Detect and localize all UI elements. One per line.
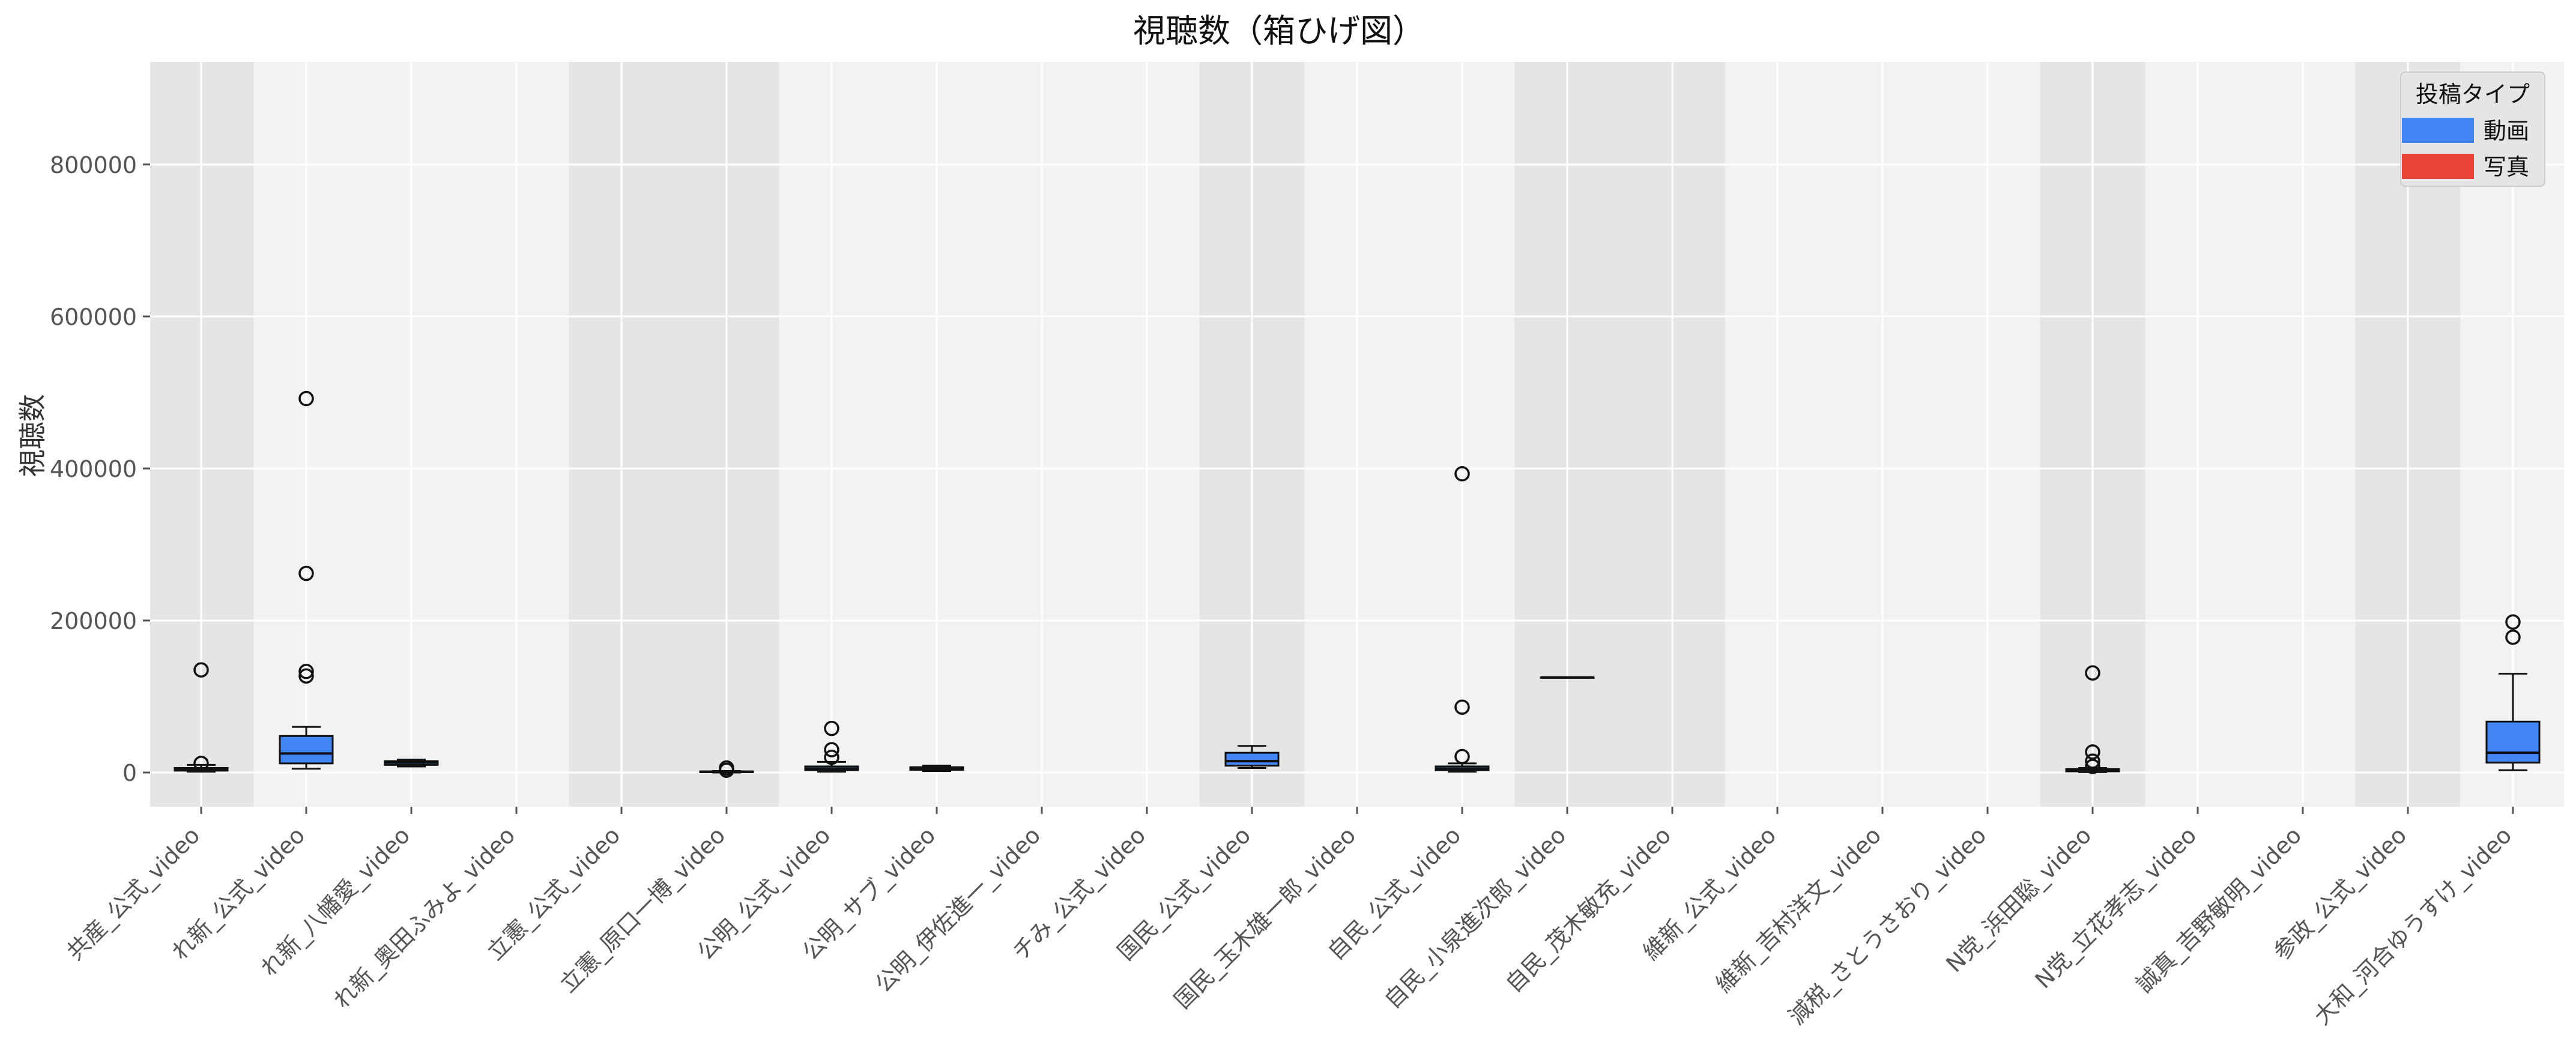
y-tick-label: 200000 xyxy=(50,608,137,634)
outlier-point xyxy=(2505,630,2521,645)
outlier-point xyxy=(2085,753,2100,769)
y-tick-label: 400000 xyxy=(50,456,137,482)
x-tick-label: れ新_奥田ふみよ_video xyxy=(328,822,520,1013)
legend-title: 投稿タイプ xyxy=(2416,81,2530,108)
y-axis-label: 視聴数 xyxy=(16,394,49,477)
box-body xyxy=(279,735,334,765)
box-body xyxy=(1224,751,1280,767)
boxes xyxy=(174,390,2541,778)
outlier-point xyxy=(298,668,314,684)
outlier-point xyxy=(298,565,314,581)
outlier-point xyxy=(824,720,839,736)
outlier-point xyxy=(298,664,314,679)
box-body xyxy=(2485,720,2541,764)
legend-label-photo: 写真 xyxy=(2484,154,2529,180)
outlier-point xyxy=(824,750,839,765)
outlier-point xyxy=(2085,759,2100,774)
x-tick-label: 自民_小泉進次郎_video xyxy=(1379,822,1571,1013)
box-group xyxy=(804,720,859,773)
legend-swatch-video xyxy=(2402,118,2474,143)
outlier-point xyxy=(193,756,209,771)
chart-title: 視聴数（箱ひげ図） xyxy=(1133,12,1425,50)
outlier-point xyxy=(2505,614,2521,630)
box-group xyxy=(174,662,229,773)
box-group xyxy=(384,759,439,768)
y-tick-label: 600000 xyxy=(50,304,137,330)
legend-swatch-photo xyxy=(2402,154,2474,179)
box-group xyxy=(909,765,964,772)
y-tick-label: 0 xyxy=(122,760,137,786)
x-tick-label: 減税_さとうさおり_video xyxy=(1783,822,1991,1030)
outlier-point xyxy=(2085,665,2100,681)
outlier-point xyxy=(1454,748,1470,765)
outlier-point xyxy=(193,662,209,678)
x-tick-labels: 共産_公式_videoれ新_公式_videoれ新_八幡愛_videoれ新_奥田ふ… xyxy=(62,807,2517,1030)
x-tick-label: 国民_玉木雄一郎_video xyxy=(1169,822,1361,1013)
legend: 投稿タイプ 動画 写真 xyxy=(2400,71,2545,187)
y-tick-labels: 0 200000 400000 600000 800000 xyxy=(50,152,150,786)
box-group xyxy=(2485,614,2541,771)
outlier-point xyxy=(1454,466,1470,482)
outlier-point xyxy=(719,762,734,778)
outlier-point xyxy=(1454,699,1470,715)
outlier-point xyxy=(2085,744,2100,760)
box-group xyxy=(279,390,334,770)
outlier-point xyxy=(298,390,314,407)
legend-label-video: 動画 xyxy=(2484,118,2529,144)
y-tick-label: 800000 xyxy=(50,152,137,178)
outlier-point xyxy=(824,742,839,757)
box-group xyxy=(699,760,754,778)
box-group xyxy=(1224,745,1280,769)
box-group xyxy=(1435,466,1490,773)
box-group xyxy=(2065,665,2120,774)
x-tick-label: 大和_河合ゆうすけ_video xyxy=(2309,822,2517,1030)
gridlines xyxy=(150,62,2564,807)
